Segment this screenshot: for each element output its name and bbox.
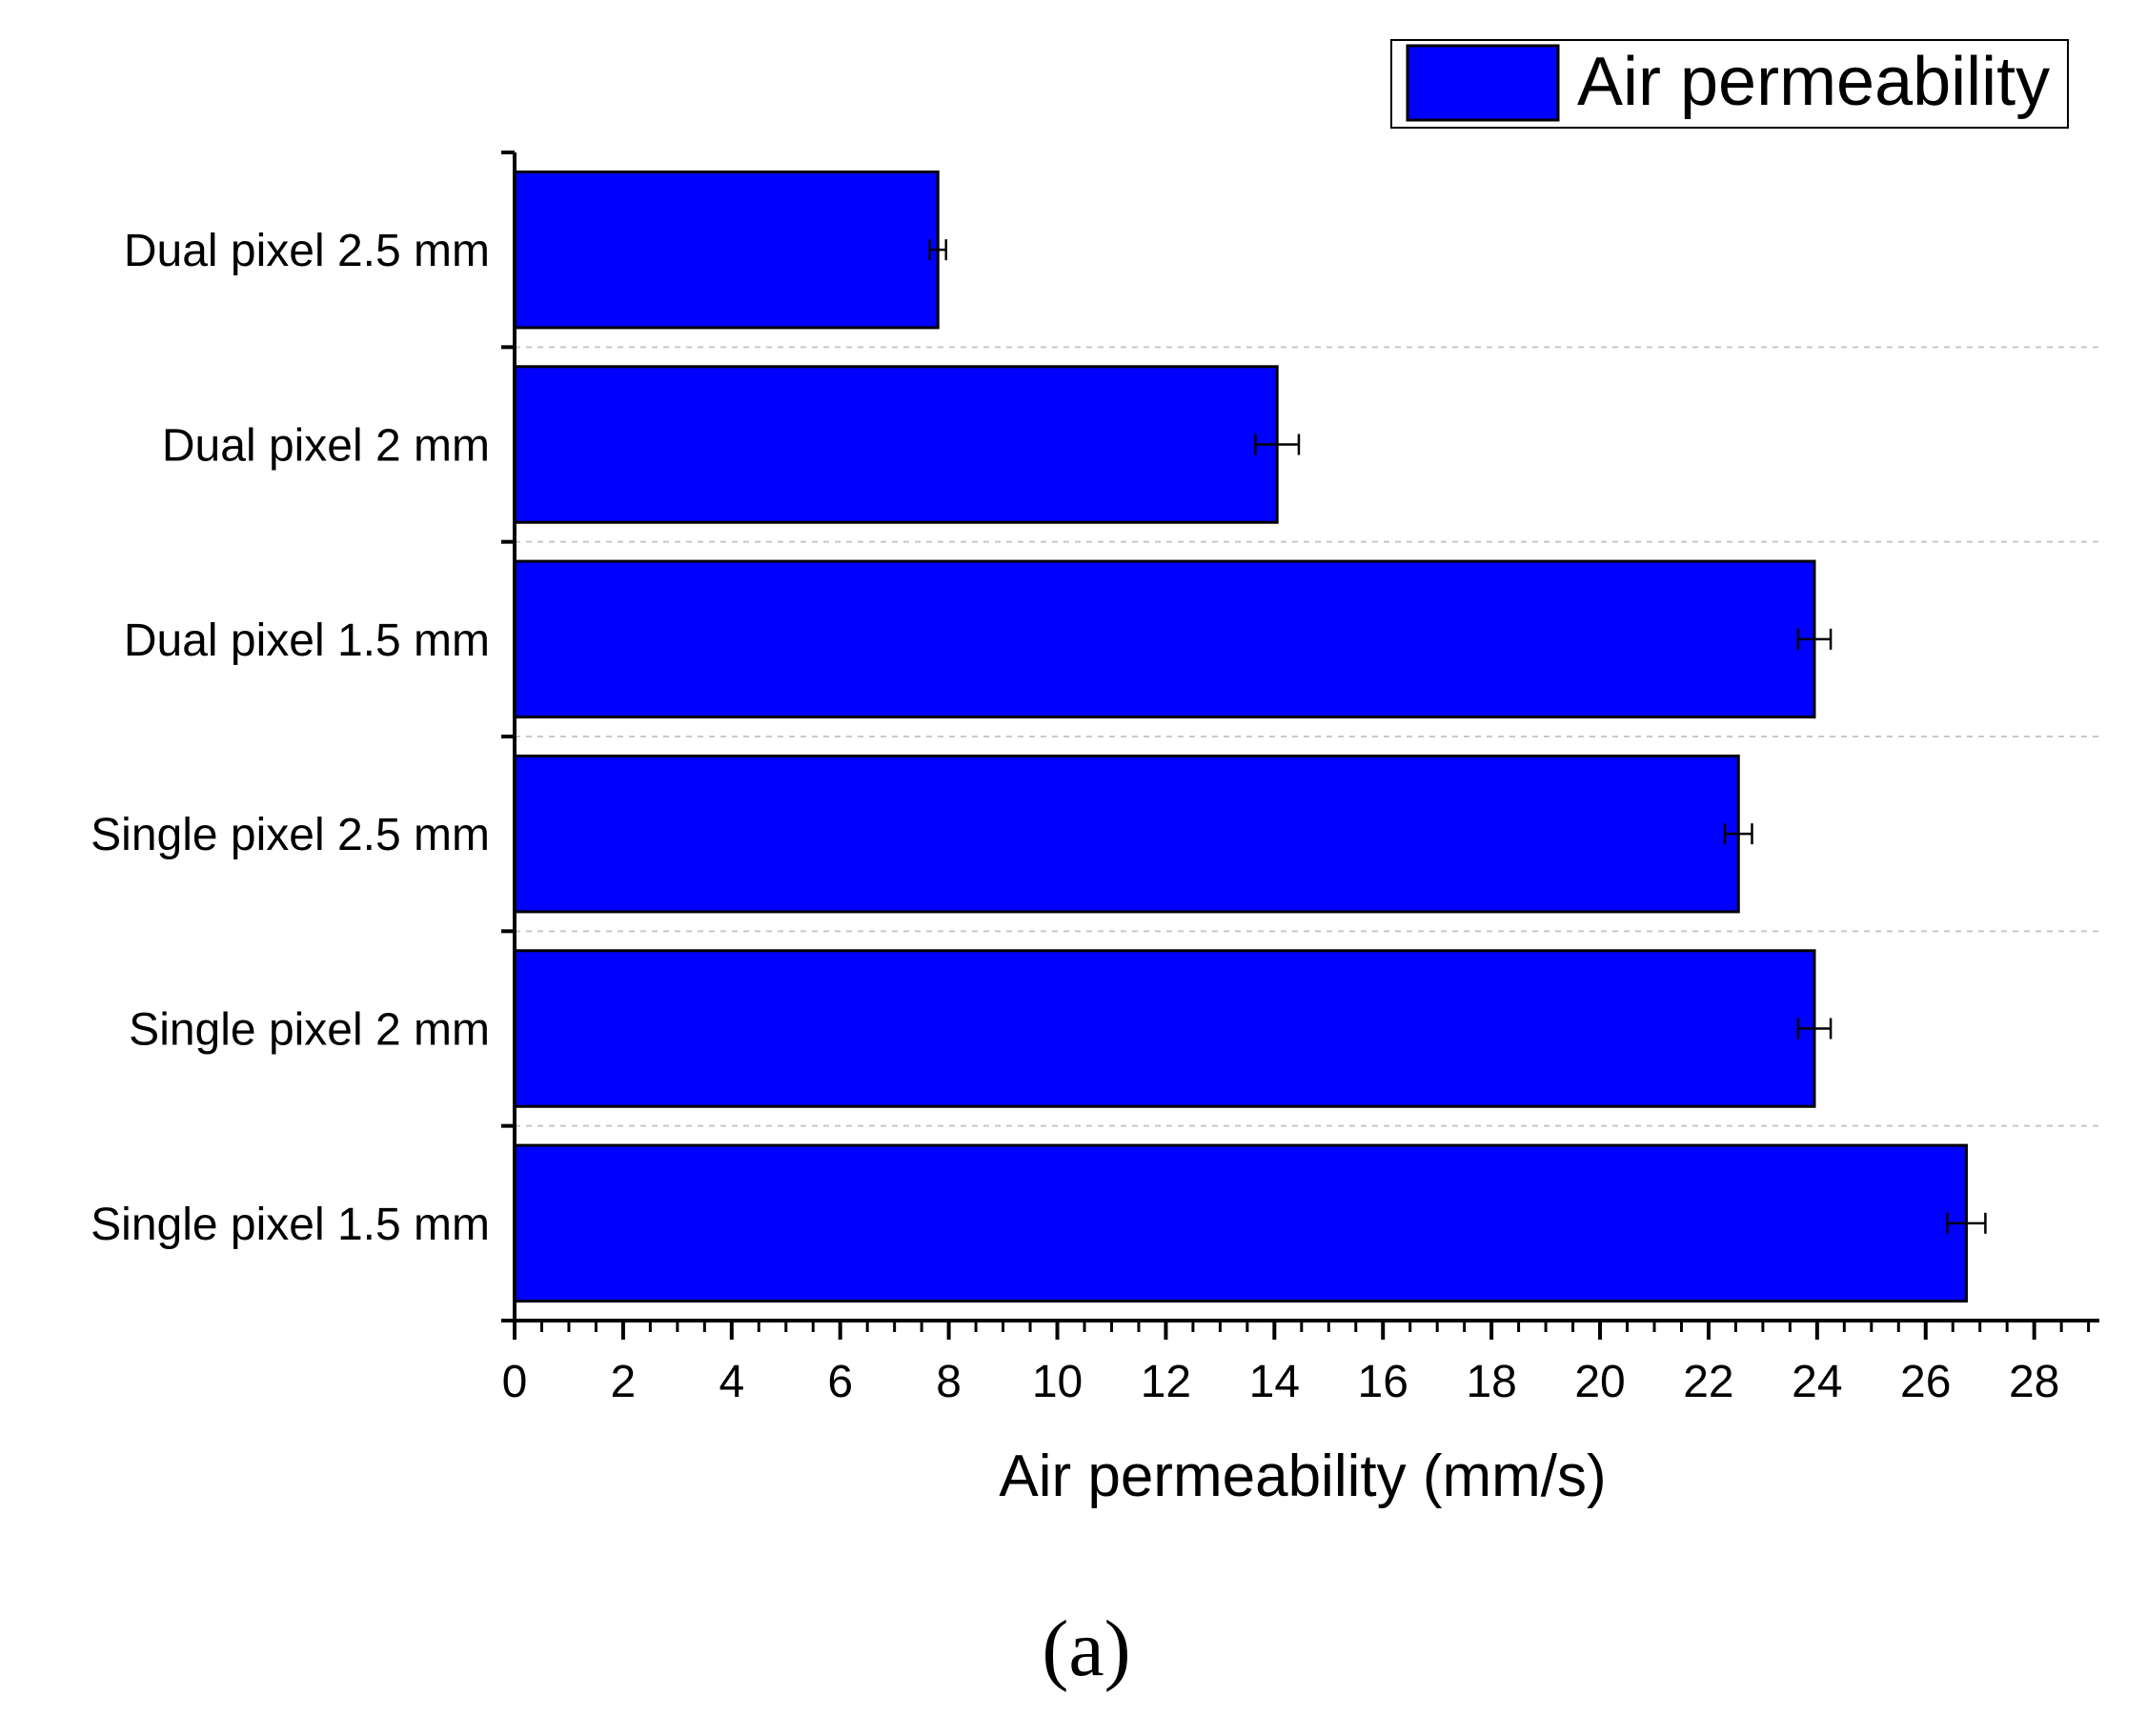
x-tick-label: 0 (502, 1357, 528, 1407)
x-tick-label: 20 (1574, 1357, 1625, 1407)
category-label: Dual pixel 2.5 mm (124, 226, 490, 276)
x-tick-label: 10 (1032, 1357, 1083, 1407)
x-tick-label: 18 (1466, 1357, 1516, 1407)
x-tick-label: 6 (827, 1357, 853, 1407)
x-tick-label: 24 (1792, 1357, 1842, 1407)
category-label: Single pixel 1.5 mm (91, 1200, 490, 1250)
bar (513, 949, 1816, 1108)
category-label: Single pixel 2 mm (129, 1005, 490, 1056)
category-label: Dual pixel 1.5 mm (124, 616, 490, 666)
bar (513, 365, 1279, 524)
grid-lines (515, 346, 2099, 1127)
x-tick-label: 16 (1358, 1357, 1408, 1407)
bar (513, 754, 1740, 914)
x-axis-title: Air permeability (mm/s) (999, 1443, 1606, 1509)
legend-swatch (1406, 44, 1560, 122)
x-tick-label: 28 (2009, 1357, 2059, 1407)
category-label: Dual pixel 2 mm (162, 421, 490, 472)
x-tick-label: 22 (1683, 1357, 1733, 1407)
bar (513, 559, 1816, 719)
x-tick-label: 2 (611, 1357, 637, 1407)
category-label: Single pixel 2.5 mm (91, 810, 490, 860)
bar (513, 170, 940, 330)
x-tick-label: 12 (1141, 1357, 1191, 1407)
panel-label: (a) (1042, 1605, 1130, 1693)
error-bars (928, 239, 1987, 1234)
legend-label: Air permeability (1577, 44, 2050, 120)
axes (501, 151, 2099, 1340)
bar (513, 1143, 1968, 1303)
x-tick-label: 14 (1249, 1357, 1300, 1407)
tick-labels: 0 2 4 6 8 10 12 14 16 18 20 22 24 26 28 (502, 1357, 2060, 1407)
category-labels: Dual pixel 2.5 mm Dual pixel 2 mm Dual pix… (91, 226, 490, 1250)
legend: Air permeability (1390, 39, 2069, 129)
x-tick-label: 26 (1900, 1357, 1951, 1407)
x-tick-label: 4 (719, 1357, 744, 1407)
x-tick-label: 8 (936, 1357, 962, 1407)
